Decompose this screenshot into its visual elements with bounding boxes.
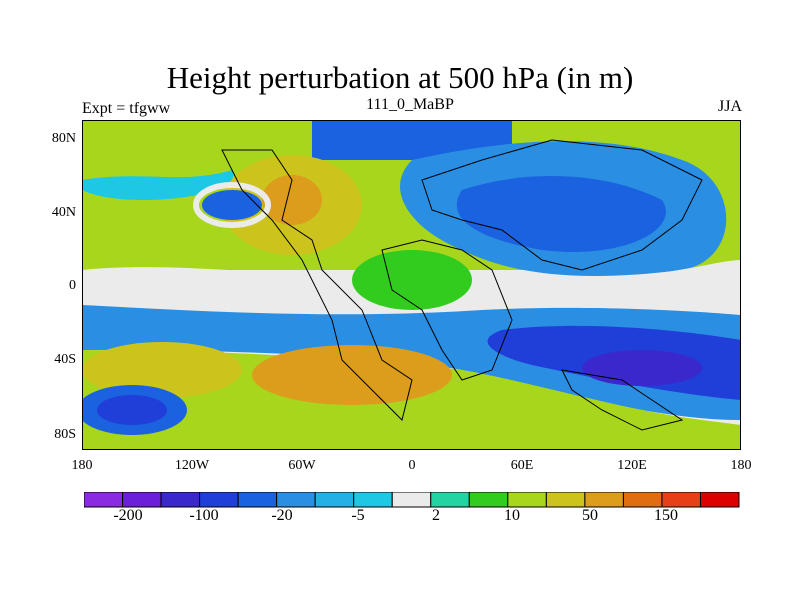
nh-low-pacific <box>82 170 234 200</box>
colorbar-swatch <box>160 492 201 508</box>
nh-low-pacific-core <box>202 190 262 220</box>
colorbar-swatch <box>430 492 470 508</box>
lat-label-80n: 80N <box>51 131 76 146</box>
colorbar-label: 10 <box>504 507 520 524</box>
lat-label-80s: 80S <box>54 427 76 442</box>
colorbar-swatch <box>122 492 162 508</box>
nh-low-asia-core <box>456 176 666 252</box>
height-perturbation-map <box>82 120 741 450</box>
map-frame <box>82 120 741 450</box>
continent-outlines <box>221 139 703 431</box>
sh-high-band <box>82 350 741 450</box>
colorbar-swatch <box>661 492 701 508</box>
sh-low-core <box>582 350 702 386</box>
colorbar-swatch <box>84 492 124 508</box>
colorbar-label: -20 <box>271 507 293 524</box>
sh-polar-low-core <box>97 395 167 425</box>
africa-outline <box>381 239 513 381</box>
equatorial-high <box>352 250 472 310</box>
colorbar-label: 150 <box>654 507 678 524</box>
lat-label-40n: 40N <box>51 205 76 220</box>
colorbar-swatch <box>391 492 432 508</box>
americas-outline <box>221 149 413 421</box>
nh-high-atlantic-core <box>262 175 322 225</box>
colorbar-label: 2 <box>432 507 440 524</box>
sh-high-pacific <box>82 342 242 398</box>
colorbar-swatch <box>622 492 663 508</box>
colorbar-label: -200 <box>113 507 143 524</box>
colorbar-swatch <box>353 492 393 508</box>
colorbar-label: 50 <box>582 507 598 524</box>
period-label: 111_0_MaBP <box>366 96 454 113</box>
nh-low-ring <box>193 182 271 228</box>
lon-label-60e: 60E <box>510 458 534 473</box>
sh-high-atlantic <box>252 345 452 405</box>
map-title: Height perturbation at 500 hPa (in m) <box>166 60 634 95</box>
colorbar-swatch <box>276 492 316 508</box>
eurasia-outline <box>421 139 703 271</box>
colorbar-swatch <box>699 492 740 508</box>
lon-label-180w: 180 <box>71 458 93 473</box>
lon-label-180e: 180 <box>730 458 752 473</box>
lon-label-120w: 120W <box>174 458 210 473</box>
colorbar-swatch <box>584 492 624 508</box>
lon-label-120e: 120E <box>617 458 647 473</box>
colorbar-swatch <box>545 492 586 508</box>
colorbar-label: -100 <box>189 507 219 524</box>
lon-label-0: 0 <box>408 458 416 473</box>
colorbar-swatch <box>314 492 355 508</box>
season-label: JJA <box>717 98 742 115</box>
colorbar-swatch <box>199 492 239 508</box>
colorbar-swatch <box>237 492 278 508</box>
australia-outline <box>561 369 684 431</box>
lat-label-eq: 0 <box>69 278 76 293</box>
colorbar-swatch <box>507 492 547 508</box>
lat-label-40s: 40S <box>54 352 76 367</box>
colorbar-swatch <box>468 492 509 508</box>
colorbar <box>84 492 740 508</box>
lon-label-60w: 60W <box>288 458 316 473</box>
experiment-label: Expt = tfgww <box>82 100 171 117</box>
colorbar-label: -5 <box>351 507 365 524</box>
